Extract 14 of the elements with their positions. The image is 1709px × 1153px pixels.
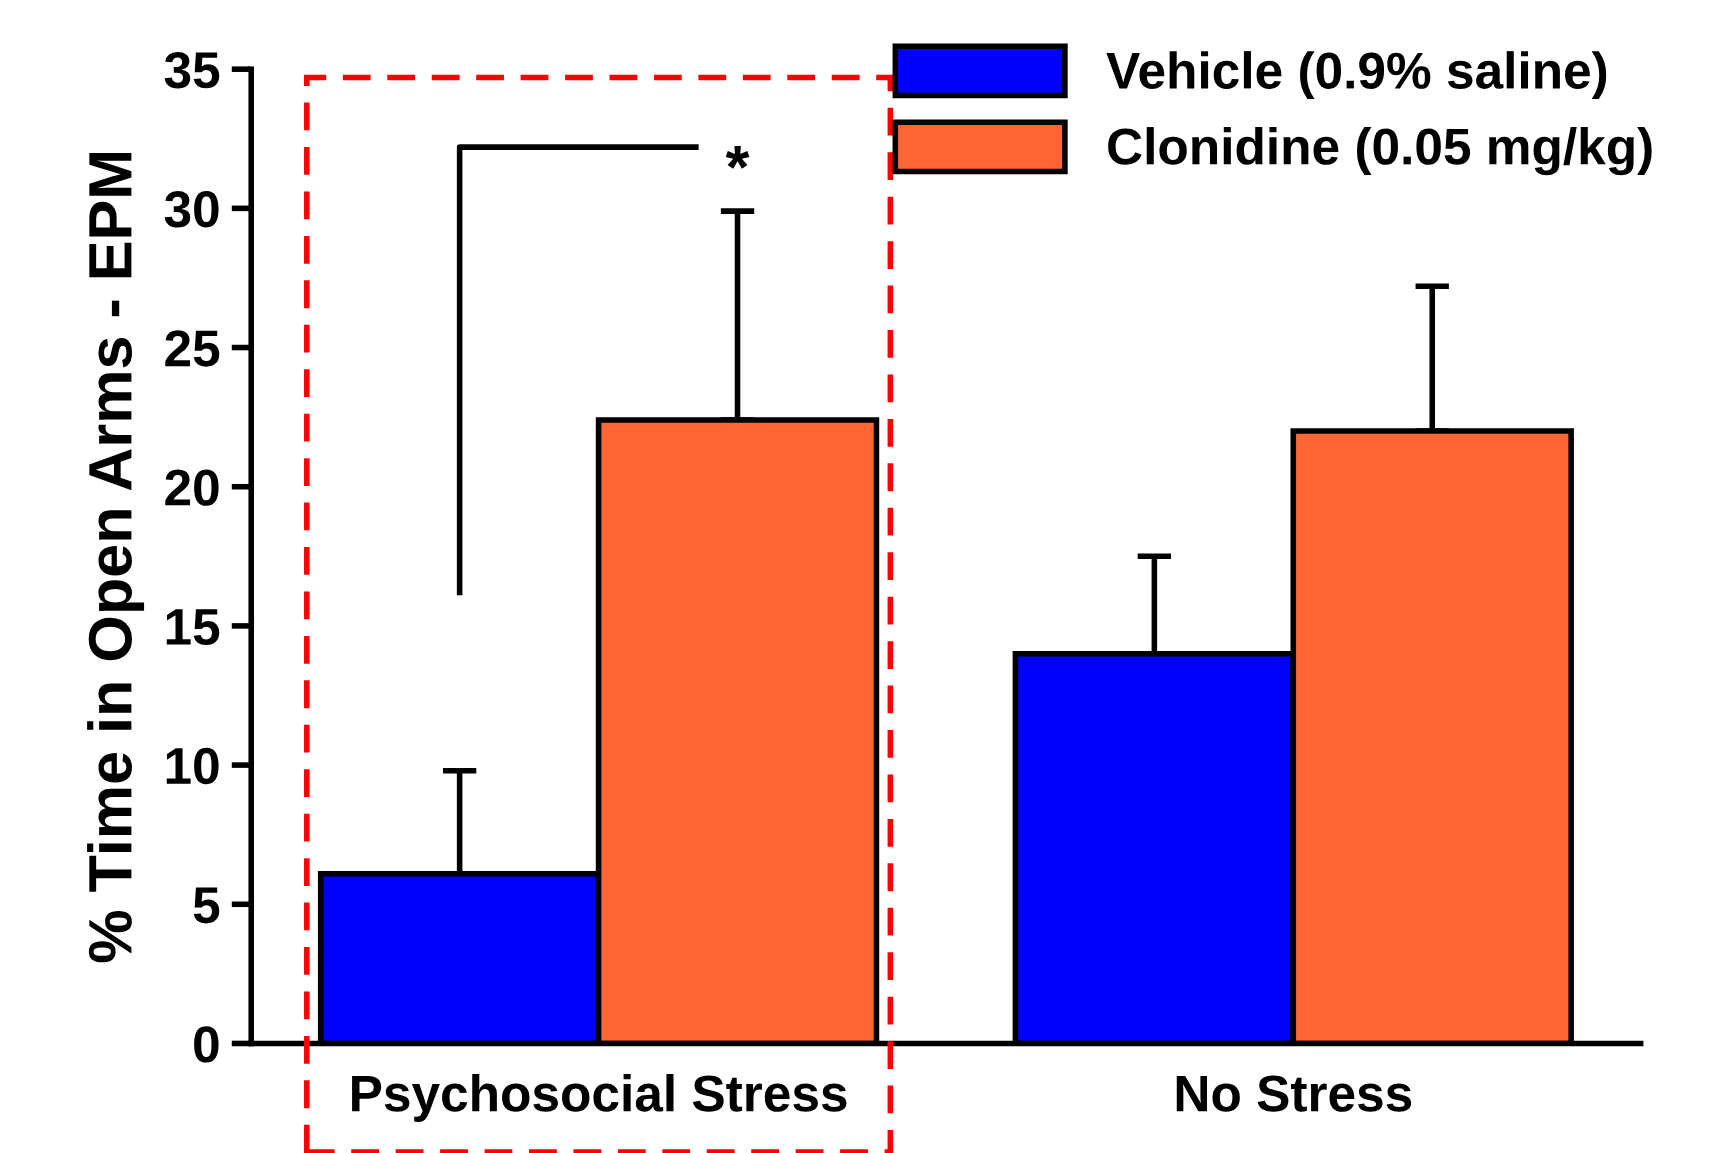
y-tick-label: 30 [164, 191, 219, 228]
x-tick-label: No Stress [1176, 1075, 1412, 1112]
y-tick-label: 5 [193, 887, 220, 924]
legend-label: Vehicle (0.9% saline) [1106, 51, 1607, 100]
y-tick-label: 25 [165, 330, 220, 367]
legend-label: Clonidine (0.05 mg/kg) [1108, 127, 1652, 176]
x-tick-label: Psychosocial Stress [352, 1074, 847, 1122]
y-tick-label: 20 [165, 469, 219, 506]
y-tick-label: 35 [164, 51, 220, 89]
y-tick-label: 0 [194, 1026, 219, 1063]
y-tick-label: 10 [166, 747, 219, 785]
annotation: * [725, 145, 750, 169]
y-axis-title: % Time in Open Arms - EPM [87, 152, 145, 963]
y-tick-label: 15 [166, 609, 220, 646]
